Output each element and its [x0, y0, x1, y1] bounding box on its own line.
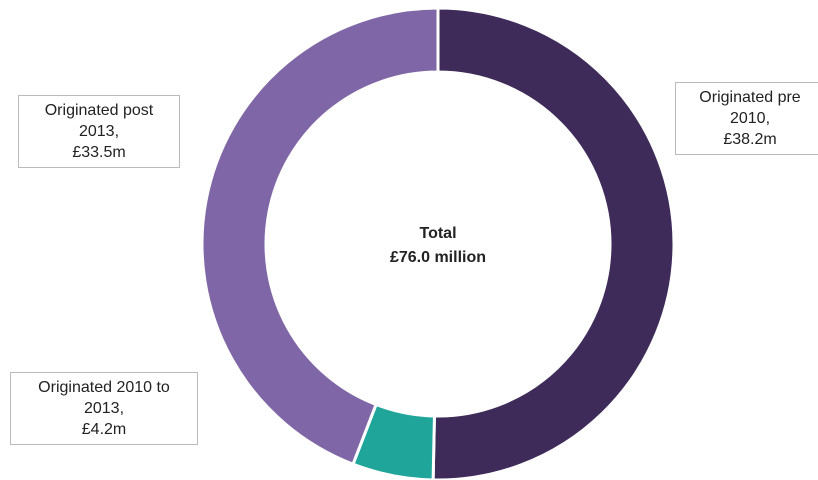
category-label: Originated post 2013, [44, 102, 154, 140]
value-label: £4.2m [81, 421, 127, 438]
center-value: £76.0 million [390, 249, 486, 266]
center-title: Total [419, 225, 456, 242]
data-label-box: Originated pre 2010, £38.2m [675, 82, 818, 155]
category-label: Originated 2010 to 2013, [38, 379, 170, 417]
value-label: £38.2m [723, 131, 777, 148]
value-label: £33.5m [72, 144, 126, 161]
donut-segment [200, 6, 440, 467]
category-label: Originated pre 2010, [699, 89, 801, 127]
donut-segment [431, 6, 676, 480]
data-label-box: Originated post 2013, £33.5m [18, 95, 180, 168]
data-label-box: Originated 2010 to 2013, £4.2m [10, 372, 198, 445]
